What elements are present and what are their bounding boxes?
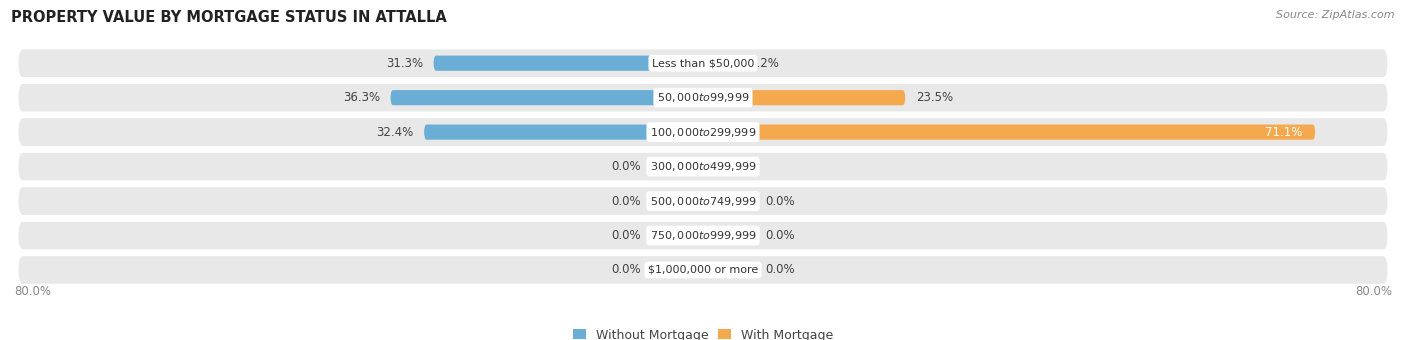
FancyBboxPatch shape	[703, 193, 755, 209]
Text: $500,000 to $749,999: $500,000 to $749,999	[650, 194, 756, 207]
FancyBboxPatch shape	[651, 262, 703, 277]
Text: $1,000,000 or more: $1,000,000 or more	[648, 265, 758, 275]
FancyBboxPatch shape	[18, 187, 1388, 215]
Text: 1.2%: 1.2%	[724, 160, 754, 173]
FancyBboxPatch shape	[18, 256, 1388, 284]
FancyBboxPatch shape	[391, 90, 703, 105]
Text: 0.0%: 0.0%	[765, 229, 794, 242]
FancyBboxPatch shape	[651, 159, 703, 174]
Text: 0.0%: 0.0%	[612, 264, 641, 276]
FancyBboxPatch shape	[18, 49, 1388, 77]
FancyBboxPatch shape	[18, 153, 1388, 181]
FancyBboxPatch shape	[651, 228, 703, 243]
Text: 32.4%: 32.4%	[377, 126, 413, 139]
FancyBboxPatch shape	[425, 124, 703, 140]
Text: 36.3%: 36.3%	[343, 91, 380, 104]
Text: 0.0%: 0.0%	[765, 264, 794, 276]
Text: $100,000 to $299,999: $100,000 to $299,999	[650, 126, 756, 139]
Text: $750,000 to $999,999: $750,000 to $999,999	[650, 229, 756, 242]
Text: 4.2%: 4.2%	[749, 57, 779, 70]
FancyBboxPatch shape	[703, 228, 755, 243]
Text: $300,000 to $499,999: $300,000 to $499,999	[650, 160, 756, 173]
Text: 0.0%: 0.0%	[612, 194, 641, 207]
FancyBboxPatch shape	[18, 118, 1388, 146]
Text: Source: ZipAtlas.com: Source: ZipAtlas.com	[1277, 10, 1395, 20]
FancyBboxPatch shape	[703, 90, 905, 105]
Text: 71.1%: 71.1%	[1265, 126, 1302, 139]
Text: PROPERTY VALUE BY MORTGAGE STATUS IN ATTALLA: PROPERTY VALUE BY MORTGAGE STATUS IN ATT…	[11, 10, 447, 25]
Text: 80.0%: 80.0%	[1355, 285, 1392, 298]
FancyBboxPatch shape	[703, 124, 1315, 140]
FancyBboxPatch shape	[433, 56, 703, 71]
FancyBboxPatch shape	[703, 56, 740, 71]
FancyBboxPatch shape	[18, 222, 1388, 249]
Legend: Without Mortgage, With Mortgage: Without Mortgage, With Mortgage	[574, 328, 832, 340]
Text: 23.5%: 23.5%	[915, 91, 953, 104]
FancyBboxPatch shape	[18, 84, 1388, 112]
FancyBboxPatch shape	[703, 262, 755, 277]
Text: 0.0%: 0.0%	[612, 229, 641, 242]
Text: 80.0%: 80.0%	[14, 285, 51, 298]
FancyBboxPatch shape	[703, 159, 713, 174]
Text: 0.0%: 0.0%	[612, 160, 641, 173]
FancyBboxPatch shape	[651, 193, 703, 209]
Text: 31.3%: 31.3%	[387, 57, 423, 70]
Text: $50,000 to $99,999: $50,000 to $99,999	[657, 91, 749, 104]
Text: Less than $50,000: Less than $50,000	[652, 58, 754, 68]
Text: 0.0%: 0.0%	[765, 194, 794, 207]
